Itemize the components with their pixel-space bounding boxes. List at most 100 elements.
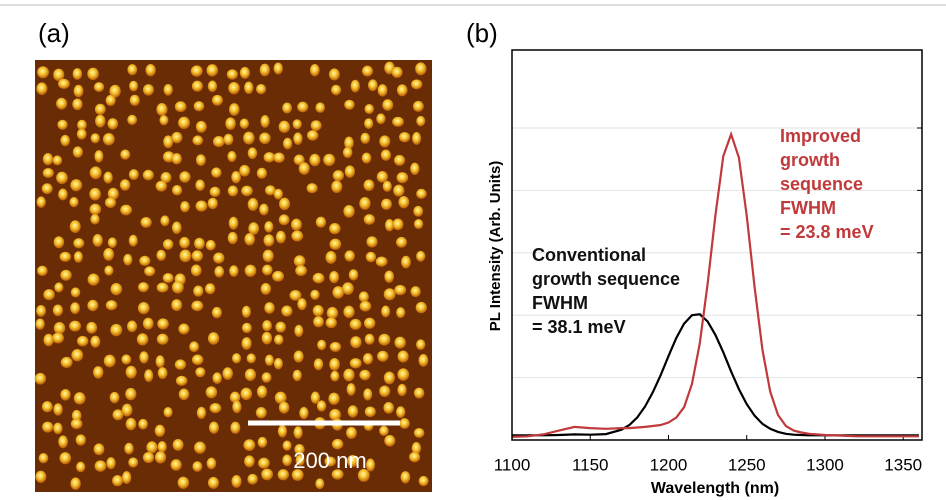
particle bbox=[310, 391, 320, 404]
particle bbox=[344, 99, 355, 110]
particle bbox=[357, 468, 370, 482]
particle bbox=[329, 358, 340, 371]
particle bbox=[191, 354, 204, 366]
particle bbox=[263, 152, 276, 163]
particle bbox=[121, 354, 132, 365]
particle bbox=[360, 132, 371, 144]
particle bbox=[241, 337, 252, 350]
particle bbox=[297, 101, 309, 113]
particle bbox=[211, 167, 222, 178]
particle bbox=[95, 114, 106, 128]
particle bbox=[194, 237, 205, 250]
annotation: sequence bbox=[780, 174, 863, 194]
particle bbox=[162, 273, 174, 284]
particle bbox=[415, 62, 427, 76]
particle bbox=[60, 388, 71, 401]
particle bbox=[375, 256, 388, 267]
particle bbox=[349, 358, 362, 369]
particle bbox=[277, 424, 288, 438]
particle bbox=[57, 119, 68, 130]
particle bbox=[411, 79, 423, 90]
particle bbox=[325, 317, 337, 329]
particle bbox=[89, 187, 101, 201]
particle bbox=[293, 350, 304, 363]
particle bbox=[384, 434, 396, 447]
particle bbox=[53, 68, 65, 82]
particle bbox=[275, 321, 287, 333]
particle bbox=[228, 216, 239, 230]
particle bbox=[155, 180, 167, 192]
particle bbox=[365, 251, 377, 263]
particle bbox=[260, 115, 270, 128]
particle bbox=[124, 442, 134, 455]
particle bbox=[136, 333, 149, 346]
particle bbox=[174, 359, 187, 370]
particle bbox=[41, 401, 53, 413]
particle bbox=[282, 102, 292, 114]
particle bbox=[393, 154, 406, 166]
particle bbox=[126, 320, 138, 333]
particle bbox=[102, 133, 115, 146]
particle bbox=[264, 221, 274, 233]
particle bbox=[120, 149, 131, 160]
particle bbox=[177, 476, 190, 489]
annotation: FWHM bbox=[532, 293, 588, 313]
particle bbox=[342, 147, 353, 159]
particle bbox=[413, 205, 424, 217]
particle bbox=[94, 150, 104, 163]
particle bbox=[364, 406, 376, 418]
particle bbox=[192, 461, 203, 472]
particle bbox=[231, 170, 241, 184]
x-tick-label: 1200 bbox=[650, 455, 688, 474]
particle bbox=[206, 64, 219, 77]
particle bbox=[413, 387, 425, 399]
particle bbox=[42, 153, 54, 166]
particle bbox=[171, 131, 183, 144]
particle bbox=[350, 336, 362, 349]
particle bbox=[172, 438, 184, 451]
particle bbox=[394, 284, 407, 296]
particle bbox=[273, 188, 283, 200]
particle bbox=[329, 238, 342, 250]
particle bbox=[71, 409, 82, 422]
particle bbox=[282, 454, 292, 467]
particle bbox=[87, 299, 99, 312]
particle bbox=[244, 368, 256, 382]
particle bbox=[306, 130, 319, 141]
particle bbox=[60, 269, 72, 281]
particle bbox=[125, 387, 137, 401]
y-axis-label: PL Intensity (Arb. Units) bbox=[487, 161, 504, 332]
particle bbox=[110, 323, 123, 337]
particle bbox=[56, 171, 68, 185]
particle bbox=[289, 290, 302, 301]
particle bbox=[212, 372, 222, 384]
particle bbox=[313, 358, 324, 371]
particle bbox=[259, 203, 269, 216]
particle bbox=[243, 131, 255, 145]
particle bbox=[315, 216, 327, 228]
annotation: = 38.1 meV bbox=[532, 317, 626, 337]
particle bbox=[195, 179, 205, 191]
particle bbox=[362, 353, 374, 365]
particle bbox=[293, 132, 303, 145]
particle bbox=[378, 333, 391, 346]
particle bbox=[310, 120, 322, 132]
particle bbox=[213, 252, 225, 264]
particle bbox=[103, 354, 116, 368]
particle bbox=[191, 300, 204, 312]
particle bbox=[384, 219, 395, 232]
particle bbox=[397, 368, 410, 381]
particle bbox=[93, 443, 105, 456]
particle bbox=[331, 180, 343, 194]
particle bbox=[292, 119, 302, 130]
particle bbox=[248, 222, 260, 235]
particle bbox=[146, 441, 158, 454]
particle bbox=[156, 103, 168, 117]
particle bbox=[93, 82, 105, 93]
particle bbox=[170, 459, 182, 471]
particle bbox=[171, 299, 183, 312]
particle bbox=[121, 403, 133, 417]
particle bbox=[90, 213, 100, 225]
particle bbox=[179, 249, 192, 263]
particle bbox=[69, 196, 79, 208]
